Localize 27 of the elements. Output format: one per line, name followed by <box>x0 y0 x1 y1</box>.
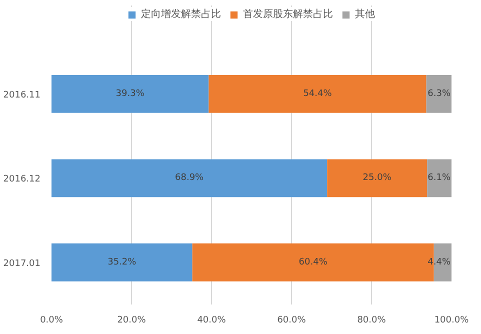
legend-label: 其他 <box>355 8 375 21</box>
y-tick-label: 2016.11 <box>3 90 40 100</box>
y-tick-label: 2017.01 <box>3 258 40 269</box>
x-tick-label: 40.0% <box>197 316 226 326</box>
bar <box>208 74 426 113</box>
data-label: 39.3% <box>116 88 145 99</box>
data-label: 6.3% <box>428 88 451 99</box>
x-tick-label: 0.0% <box>40 316 64 326</box>
bar <box>52 243 192 282</box>
data-label: 25.0% <box>362 173 392 184</box>
bar <box>427 159 452 198</box>
data-label: 54.4% <box>303 88 332 99</box>
legend-label: 首发原股东解禁占比 <box>243 8 333 21</box>
y-tick-label: 2016.12 <box>3 174 40 185</box>
bar <box>426 74 452 113</box>
x-tick-label: 100.0% <box>434 316 470 326</box>
data-label: 60.4% <box>298 257 328 268</box>
bar <box>52 159 328 198</box>
x-tick-label: 60.0% <box>277 316 306 326</box>
x-tick-label: 20.0% <box>117 316 146 326</box>
bar <box>327 159 428 198</box>
data-label: 35.2% <box>108 257 137 268</box>
data-label: 6.1% <box>428 173 451 184</box>
x-tick-label: 80.0% <box>357 316 386 326</box>
bar <box>52 74 209 113</box>
legend-label: 定向增发解禁占比 <box>141 8 221 21</box>
data-label: 68.9% <box>175 173 204 184</box>
